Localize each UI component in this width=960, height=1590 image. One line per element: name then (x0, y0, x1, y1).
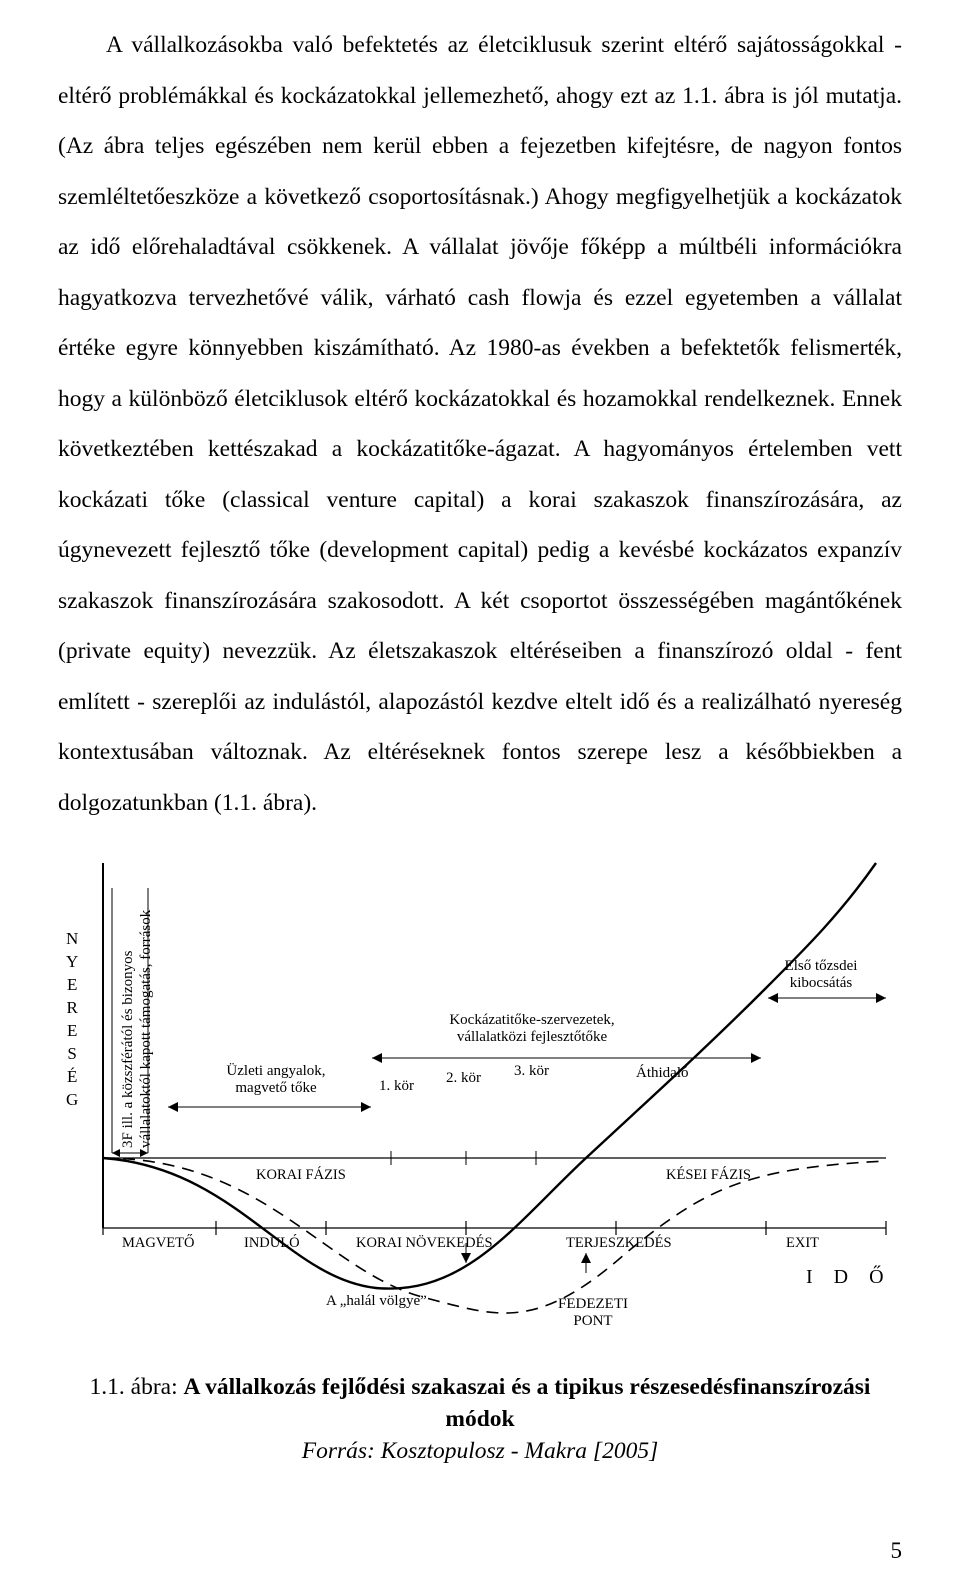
round-1: 1. kör (379, 1078, 414, 1095)
x-axis-label: I D Ő (806, 1266, 892, 1289)
stage-earlygrowth: KORAI NÖVEKEDÉS (356, 1236, 493, 1252)
phase-late: KÉSEI FÁZIS (666, 1168, 751, 1184)
body-paragraph: A vállalkozásokba való befektetés az éle… (58, 20, 902, 828)
page-number: 5 (891, 1538, 903, 1564)
stage-startup: INDULÓ (244, 1236, 300, 1252)
stage-exit: EXIT (786, 1236, 819, 1252)
vc-label: Kockázatitőke-szervezetek,vállalatközi f… (422, 1012, 642, 1045)
figure-caption: 1.1. ábra: A vállalkozás fejlődési szaka… (58, 1372, 902, 1467)
stage-seed: MAGVETŐ (122, 1236, 195, 1252)
figure-1-1: NYERESÉG 3F ill. a közszférától és bizon… (66, 858, 896, 1358)
breakeven-label: FEDEZETI PONT (553, 1296, 633, 1329)
ipo-label: Első tőzsdeikibocsátás (766, 958, 876, 991)
angel-label: Üzleti angyalok,magvető tőke (206, 1063, 346, 1096)
round-3: 3. kör (514, 1063, 549, 1080)
round-2: 2. kör (446, 1070, 481, 1087)
bridge-label: Áthidaló (636, 1065, 689, 1082)
stage-expansion: TERJESZKEDÉS (566, 1236, 672, 1252)
chart-svg (66, 858, 896, 1358)
valley-label: A „halál völgye” (326, 1293, 427, 1310)
phase-early: KORAI FÁZIS (256, 1168, 346, 1184)
